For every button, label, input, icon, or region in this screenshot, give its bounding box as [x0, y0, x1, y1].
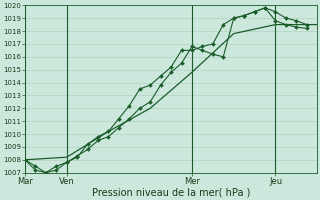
X-axis label: Pression niveau de la mer( hPa ): Pression niveau de la mer( hPa ) — [92, 187, 250, 197]
